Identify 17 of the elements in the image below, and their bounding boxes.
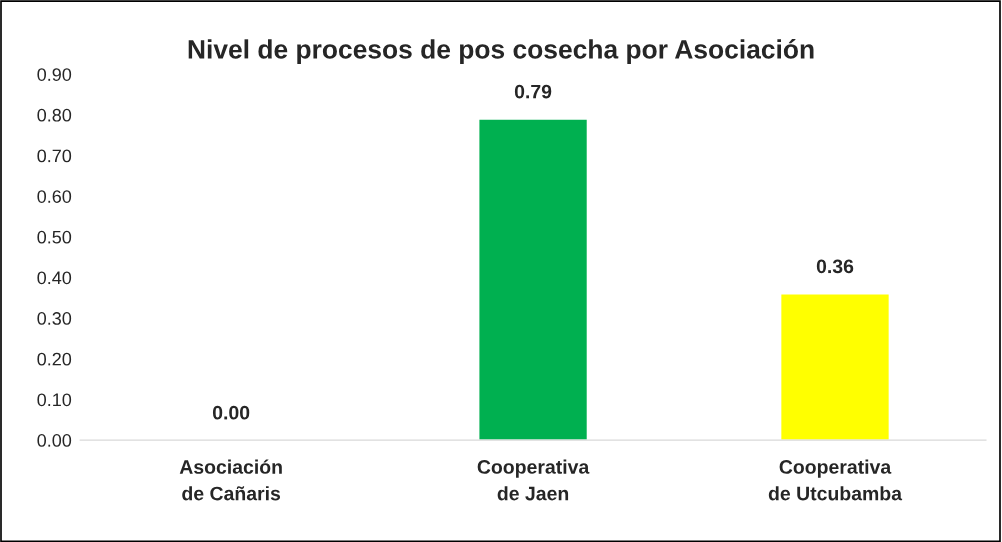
y-tick-label: 0.40 [37,271,72,285]
y-tick-label: 0.70 [37,149,72,163]
y-tick-label: 0.10 [37,393,72,407]
x-tick-label: Cooperativa de Utcubamba [768,459,903,501]
y-tick-label: 0.60 [37,190,72,203]
y-tick-label: 0.30 [37,312,72,325]
data-label: 0.79 [514,84,552,99]
y-tick-label: 0.80 [37,108,72,122]
data-label: 0.00 [212,405,250,420]
x-tick-label: Asociación de Cañaris [179,459,282,501]
y-tick-label: 0.50 [37,230,72,244]
y-tick-label: 0.00 [37,434,72,447]
data-label: 0.36 [816,259,854,274]
y-tick-label: 0.90 [37,68,72,81]
x-tick-label: Cooperativa de Jaen [477,459,590,501]
y-tick-label: 0.20 [37,352,72,366]
chart-title: Nivel de procesos de pos cosecha por Asociación [188,39,814,64]
